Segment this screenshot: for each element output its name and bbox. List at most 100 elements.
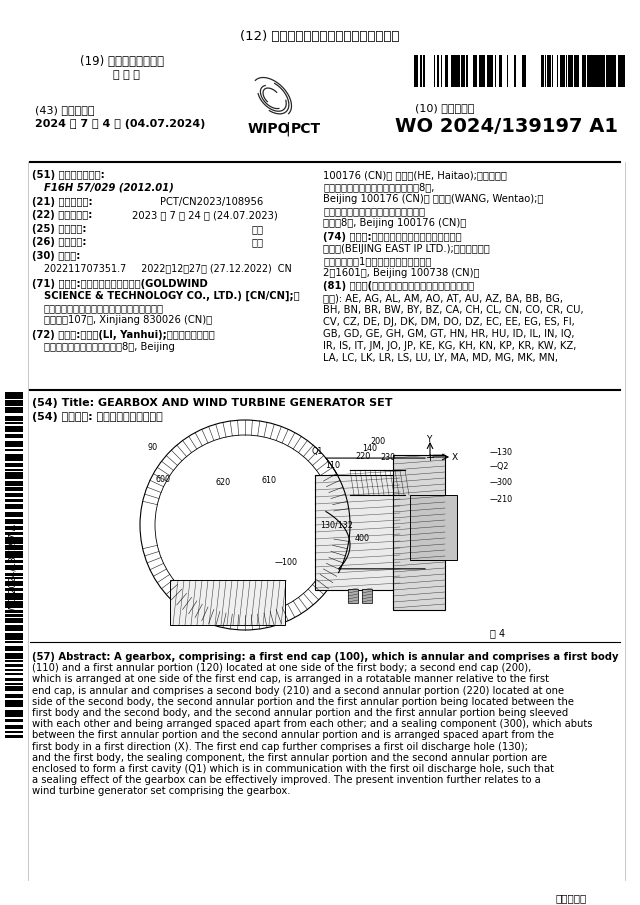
- Circle shape: [155, 435, 335, 615]
- Bar: [5, 392, 23, 399]
- Text: 国新疆维吾尔自治区乌鲁木齐市经济技术开发: 国新疆维吾尔自治区乌鲁木齐市经济技术开发: [44, 303, 164, 313]
- Bar: [5, 551, 23, 558]
- Bar: [5, 673, 23, 675]
- Text: and the first body, the sealing component, the first annular portion and the sec: and the first body, the sealing componen…: [32, 753, 547, 763]
- Bar: [622, 55, 625, 87]
- Bar: [593, 55, 594, 87]
- Bar: [420, 55, 422, 87]
- Text: (26) 公布语言:: (26) 公布语言:: [32, 237, 86, 247]
- Text: 图 4: 图 4: [490, 628, 505, 638]
- Text: PCT/CN2023/108956: PCT/CN2023/108956: [160, 197, 263, 207]
- Bar: [582, 55, 584, 87]
- Text: 400: 400: [355, 534, 370, 543]
- Bar: [5, 614, 23, 617]
- Text: 大兴区北京经济技术开发区博兴一路8号,: 大兴区北京经济技术开发区博兴一路8号,: [323, 182, 435, 192]
- Text: end cap, is annular and comprises a second body (210) and a second annular porti: end cap, is annular and comprises a seco…: [32, 686, 564, 696]
- Text: —130: —130: [490, 448, 513, 457]
- Bar: [5, 407, 23, 413]
- Bar: [569, 55, 570, 87]
- Text: 北京经济技术开发区博兴一路8号, Beijing: 北京经济技术开发区博兴一路8号, Beijing: [44, 342, 175, 352]
- Bar: [574, 55, 575, 87]
- Text: (57) Abstract: A gearbox, comprising: a first end cap (100), which is annular an: (57) Abstract: A gearbox, comprising: a …: [32, 652, 618, 662]
- Bar: [5, 735, 23, 738]
- Bar: [461, 55, 464, 87]
- Text: 220: 220: [355, 452, 371, 461]
- Bar: [507, 55, 508, 87]
- Text: 保护): AE, AG, AL, AM, AO, AT, AU, AZ, BA, BB, BG,: 保护): AE, AG, AL, AM, AO, AT, AU, AZ, BA,…: [323, 293, 563, 303]
- Bar: [5, 725, 23, 729]
- Bar: [5, 731, 23, 733]
- Bar: [5, 577, 23, 579]
- Text: (30) 优先权:: (30) 优先权:: [32, 251, 81, 261]
- Bar: [417, 55, 418, 87]
- Text: 兴一路8号, Beijing 100176 (CN)。: 兴一路8号, Beijing 100176 (CN)。: [323, 218, 467, 228]
- Bar: [545, 55, 546, 87]
- Bar: [362, 589, 372, 603]
- Bar: [5, 441, 23, 447]
- Text: (43) 国际公布日: (43) 国际公布日: [35, 105, 95, 115]
- Bar: [541, 55, 544, 87]
- Bar: [451, 55, 454, 87]
- Bar: [500, 55, 501, 87]
- Bar: [5, 499, 23, 502]
- Bar: [5, 434, 23, 438]
- Text: |: |: [285, 122, 290, 137]
- Text: —100: —100: [275, 558, 298, 567]
- Bar: [5, 532, 23, 535]
- Text: 202211707351.7     2022年12月27日 (27.12.2022)  CN: 202211707351.7 2022年12月27日 (27.12.2022) …: [44, 263, 292, 273]
- Bar: [5, 519, 23, 524]
- Text: F16H 57/029 (2012.01): F16H 57/029 (2012.01): [44, 182, 174, 192]
- Text: between the first annular portion and the second annular portion and is arranged: between the first annular portion and th…: [32, 730, 554, 740]
- Bar: [5, 678, 23, 681]
- Bar: [557, 55, 558, 87]
- Bar: [489, 55, 490, 87]
- Bar: [563, 55, 565, 87]
- Bar: [609, 55, 611, 87]
- Bar: [348, 589, 358, 603]
- Bar: [614, 55, 616, 87]
- Bar: [479, 55, 481, 87]
- Bar: [482, 55, 485, 87]
- Bar: [501, 55, 502, 87]
- Text: SCIENCE & TECHNOLOGY CO., LTD.) [CN/CN];中: SCIENCE & TECHNOLOGY CO., LTD.) [CN/CN];…: [44, 291, 300, 301]
- Text: (71) 申请人:金风科技股份有限公司(GOLDWIND: (71) 申请人:金风科技股份有限公司(GOLDWIND: [32, 279, 208, 289]
- Text: (72) 发明人:李延慥(LI, Yanhui);中国北京市大兴区: (72) 发明人:李延慥(LI, Yanhui);中国北京市大兴区: [32, 330, 215, 340]
- Bar: [5, 481, 23, 486]
- Text: (81) 指定国(除另有指明，要求每一种可提供的国家: (81) 指定国(除另有指明，要求每一种可提供的国家: [323, 281, 474, 291]
- Bar: [454, 55, 455, 87]
- Bar: [5, 683, 23, 685]
- Bar: [523, 55, 526, 87]
- Bar: [5, 633, 23, 640]
- Text: 国北京市大兴区北京经济技术开发区博: 国北京市大兴区北京经济技术开发区博: [323, 206, 425, 216]
- Text: 2024 年 7 月 4 日 (04.07.2024): 2024 年 7 月 4 日 (04.07.2024): [35, 119, 205, 129]
- Bar: [514, 55, 516, 87]
- Bar: [447, 55, 448, 87]
- Bar: [5, 545, 23, 550]
- Text: WIPO: WIPO: [248, 122, 291, 136]
- Bar: [459, 55, 460, 87]
- Text: 中文: 中文: [252, 237, 264, 247]
- Bar: [487, 55, 489, 87]
- Bar: [5, 686, 23, 691]
- Bar: [499, 55, 500, 87]
- Bar: [618, 55, 619, 87]
- Text: 610: 610: [262, 476, 277, 485]
- Text: 2023 年 7 月 24 日 (24.07.2023): 2023 年 7 月 24 日 (24.07.2023): [132, 210, 278, 220]
- Bar: [566, 55, 567, 87]
- Bar: [590, 55, 593, 87]
- Bar: [457, 55, 459, 87]
- Text: first body and the second body, and the second annular portion and the first ann: first body and the second body, and the …: [32, 708, 568, 718]
- Bar: [5, 422, 23, 424]
- Text: enclosed to form a first cavity (Q1) which is in communication with the first oi: enclosed to form a first cavity (Q1) whi…: [32, 764, 554, 774]
- Bar: [5, 593, 23, 600]
- Text: first body in a first direction (X). The first end cap further comprises a first: first body in a first direction (X). The…: [32, 741, 528, 751]
- Text: 90: 90: [148, 443, 158, 452]
- Bar: [473, 55, 475, 87]
- Text: LA, LC, LK, LR, LS, LU, LY, MA, MD, MG, MK, MN,: LA, LC, LK, LR, LS, LU, LY, MA, MD, MG, …: [323, 353, 558, 363]
- Text: 2座1601室, Beijing 100738 (CN)。: 2座1601室, Beijing 100738 (CN)。: [323, 268, 479, 278]
- Text: Beijing 100176 (CN)。 汪文涛(WANG, Wentao);中: Beijing 100176 (CN)。 汪文涛(WANG, Wentao);中: [323, 194, 543, 204]
- Text: 140: 140: [362, 444, 377, 453]
- Text: 中文: 中文: [252, 224, 264, 234]
- Bar: [606, 55, 607, 87]
- Bar: [414, 55, 416, 87]
